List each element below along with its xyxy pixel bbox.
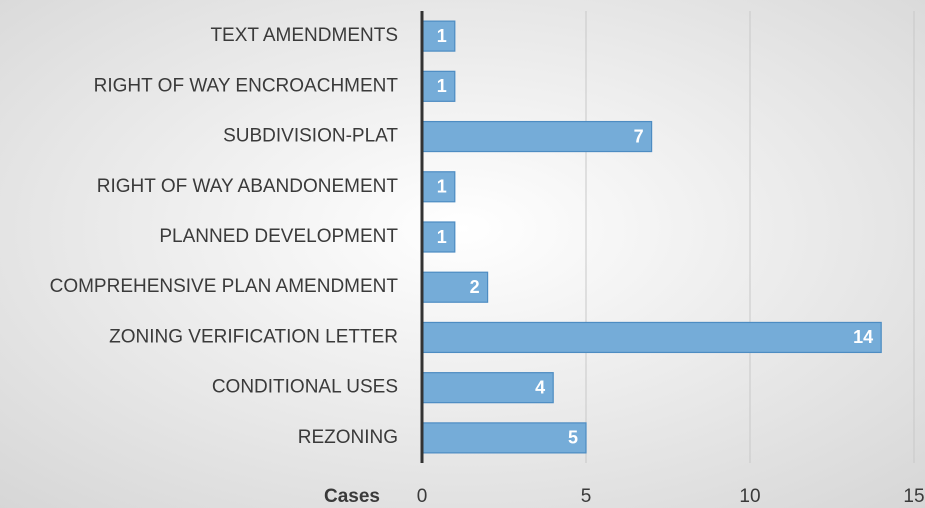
data-label: 1 [437,177,447,197]
x-tick-label: 10 [739,486,760,507]
bar [421,321,882,354]
x-tick-label: 15 [903,486,924,507]
data-label: 7 [634,126,644,146]
data-label: 1 [437,26,447,46]
data-label: 5 [568,428,578,448]
y-tick-label: ZONING VERIFICATION LETTER [109,326,398,347]
x-tick-label: 0 [417,486,428,507]
bar [421,120,653,153]
bar [421,171,456,203]
data-label: 1 [437,76,447,96]
y-tick-label: COMPREHENSIVE PLAN AMENDMENT [50,276,399,297]
x-tick-label: 5 [581,486,592,507]
y-tick-label: PLANNED DEVELOPMENT [159,226,398,247]
y-tick-label: REZONING [298,427,398,448]
bar [421,422,587,454]
bar [421,20,456,52]
y-tick-label: CONDITIONAL USES [212,377,398,398]
bar [421,372,554,404]
x-axis-label: Cases [324,486,380,507]
data-label: 4 [535,377,545,397]
data-label: 2 [470,277,480,297]
data-label: 14 [853,327,873,347]
y-tick-label: TEXT AMENDMENTS [210,25,398,46]
y-tick-label: RIGHT OF WAY ABANDONEMENT [97,176,399,197]
y-tick-label: RIGHT OF WAY ENCROACHMENT [94,75,399,96]
y-tick-label: SUBDIVISION-PLAT [223,126,398,147]
data-label: 1 [437,227,447,247]
bar [421,271,489,303]
bar [421,221,456,253]
